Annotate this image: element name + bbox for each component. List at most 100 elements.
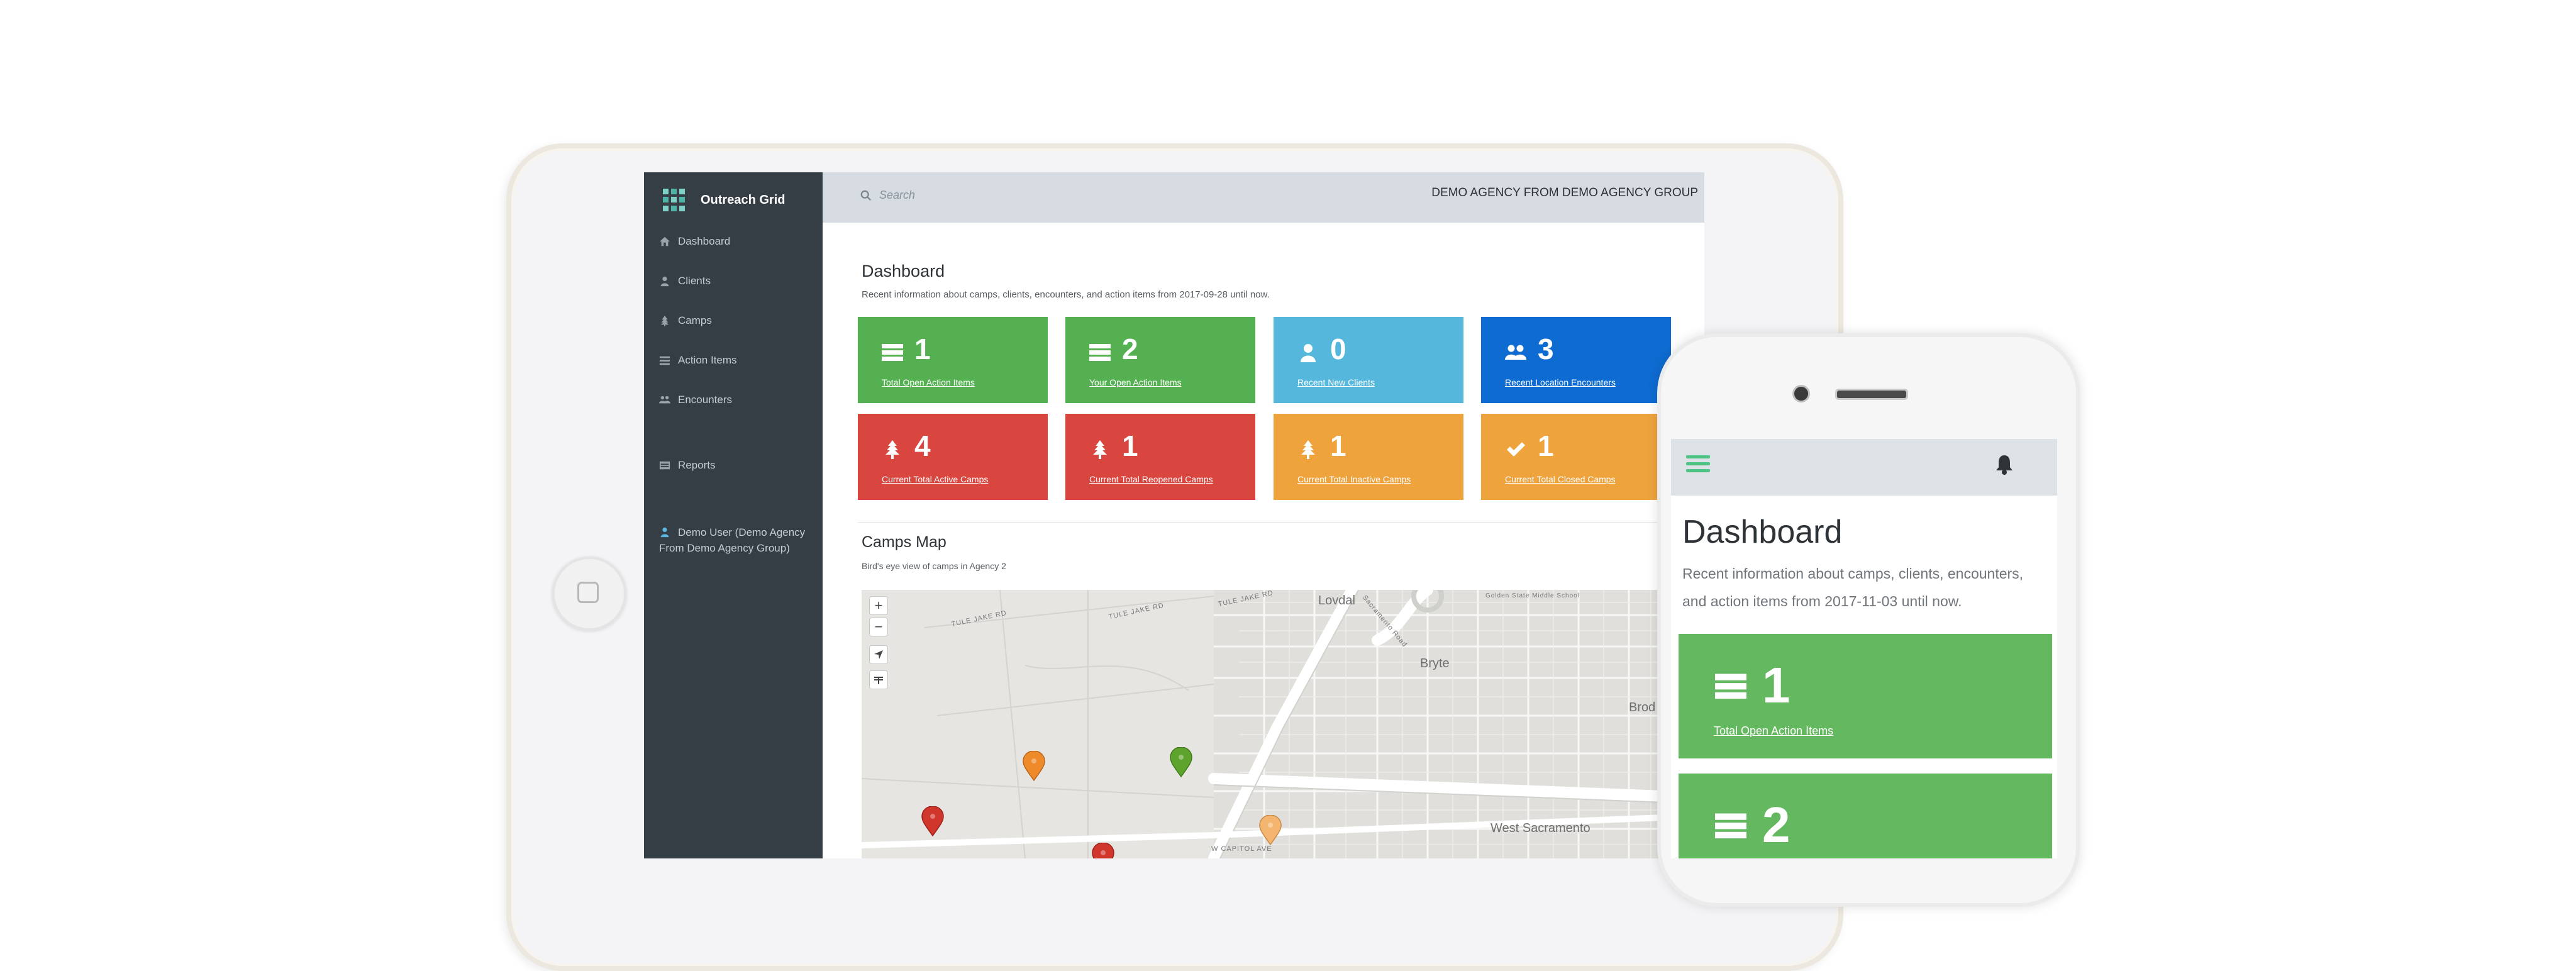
sidebar-item-label: Clients — [678, 275, 711, 287]
layers-button[interactable] — [869, 670, 888, 689]
camp-pin-icon[interactable] — [1023, 751, 1045, 781]
card-value: 0 — [1330, 333, 1346, 365]
tree-icon — [660, 315, 669, 326]
card-recent-new-clients: 0 Recent New Clients — [1274, 317, 1463, 403]
sidebar-item-label: Encounters — [678, 394, 732, 406]
phone-page-subtitle: Recent information about camps, clients,… — [1682, 565, 2024, 609]
card-current-total-reopened-camps: 1 Current Total Reopened Camps — [1065, 414, 1255, 500]
users-icon — [659, 396, 670, 404]
camp-pin-icon[interactable] — [921, 806, 944, 836]
user-icon — [1301, 344, 1316, 362]
card-link[interactable]: Current Total Inactive Camps — [1297, 474, 1411, 484]
page-title: Dashboard — [862, 262, 945, 280]
sidebar-item-camps[interactable]: Camps — [659, 314, 712, 327]
card-value: 2 — [1122, 333, 1138, 365]
bell-icon[interactable] — [1994, 454, 2014, 475]
map-subtitle: Bird's eye view of camps in Agency 2 — [862, 561, 1006, 571]
user-silhouette-icon — [660, 527, 669, 538]
sidebar-item-encounters[interactable]: Encounters — [659, 394, 732, 406]
brand[interactable]: Outreach Grid — [663, 187, 785, 213]
camps-map[interactable]: Lovdal Bryte Brod West Sacramento Golden… — [862, 590, 1696, 858]
agency-name[interactable]: DEMO AGENCY FROM DEMO AGENCY GROUP — [1431, 186, 1698, 199]
camp-pin-icon[interactable] — [1092, 843, 1114, 858]
phone-card-total-open-action-items: 1 Total Open Action Items — [1679, 634, 2052, 758]
search-placeholder: Search — [879, 189, 916, 201]
brand-name: Outreach Grid — [701, 192, 786, 207]
tree-icon — [886, 440, 899, 459]
search-input[interactable]: Search — [860, 189, 915, 202]
sidebar-item-label: Reports — [678, 459, 716, 471]
list-icon — [659, 356, 670, 365]
card-link[interactable]: Current Total Active Camps — [882, 474, 989, 484]
map-title: Camps Map — [862, 533, 947, 551]
phone-page-title: Dashboard — [1682, 514, 1843, 550]
tablet-home-button[interactable] — [552, 557, 626, 631]
check-icon — [1507, 442, 1525, 457]
sidebar-item-label: Action Items — [678, 354, 737, 366]
card-link[interactable]: Current Total Reopened Camps — [1089, 474, 1213, 484]
phone-screen: Dashboard Recent information about camps… — [1671, 439, 2057, 858]
card-link[interactable]: Your Open Action Items — [1089, 377, 1182, 387]
sidebar-item-action-items[interactable]: Action Items — [659, 354, 737, 367]
map-place-label: Bryte — [1420, 657, 1450, 670]
map-place-label: Brod — [1629, 701, 1656, 714]
card-value: 3 — [1538, 333, 1554, 365]
user-name: Demo User (Demo Agency From Demo Agency … — [659, 526, 806, 554]
camp-pin-icon[interactable] — [1259, 815, 1282, 845]
map-place-label: West Sacramento — [1491, 821, 1591, 835]
card-recent-location-encounters: 3 Recent Location Encounters — [1481, 317, 1671, 403]
search-icon — [860, 190, 871, 201]
sidebar-item-clients[interactable]: Clients — [659, 275, 711, 287]
server-icon — [882, 344, 903, 361]
card-value: 1 — [1330, 430, 1346, 462]
grid-logo-icon — [663, 189, 686, 211]
card-link[interactable]: Current Total Closed Camps — [1505, 474, 1616, 484]
locate-button[interactable] — [869, 645, 888, 664]
user-icon — [660, 276, 669, 287]
zoom-out-button[interactable]: − — [869, 618, 888, 636]
table-icon — [659, 461, 670, 470]
card-link[interactable]: Recent New Clients — [1297, 377, 1375, 387]
card-current-total-active-camps: 4 Current Total Active Camps — [858, 414, 1048, 500]
camp-pin-icon[interactable] — [1170, 747, 1192, 777]
map-basemap — [862, 590, 1696, 858]
sidebar-item-reports[interactable]: Reports — [659, 459, 716, 472]
card-value: 2 — [1762, 797, 1790, 853]
card-your-open-action-items: 2 Your Open Action Items — [1065, 317, 1255, 403]
card-link[interactable]: Recent Location Encounters — [1505, 377, 1616, 387]
sidebar-item-dashboard[interactable]: Dashboard — [659, 235, 730, 248]
card-value: 1 — [914, 333, 931, 365]
sidebar: Outreach Grid Dashboard Clients Camps Ac… — [644, 172, 823, 858]
hamburger-menu-icon[interactable] — [1686, 452, 1710, 477]
phone-card-your-open-action-items: 2 — [1679, 774, 2052, 858]
home-icon — [659, 236, 670, 247]
phone-speaker — [1835, 389, 1908, 400]
card-value: 1 — [1538, 430, 1554, 462]
card-link[interactable]: Total Open Action Items — [882, 377, 975, 387]
layers-icon — [874, 677, 883, 684]
phone-top-bar — [1671, 439, 2057, 496]
phone-camera — [1792, 385, 1810, 402]
tablet-screen: Outreach Grid Dashboard Clients Camps Ac… — [644, 172, 1704, 858]
card-current-total-inactive-camps: 1 Current Total Inactive Camps — [1274, 414, 1463, 500]
server-icon — [1089, 344, 1111, 361]
tree-icon — [1301, 440, 1315, 459]
sidebar-item-label: Dashboard — [678, 235, 731, 247]
location-arrow-icon — [874, 650, 883, 659]
card-current-total-closed-camps: 1 Current Total Closed Camps — [1481, 414, 1671, 500]
section-divider — [858, 522, 1688, 523]
card-value: 1 — [1122, 430, 1138, 462]
server-icon — [1715, 813, 1746, 839]
users-icon — [1505, 345, 1526, 360]
map-road-label: W CAPITOL AVE — [1211, 845, 1272, 853]
sidebar-item-label: Camps — [678, 314, 712, 326]
tree-icon — [1093, 440, 1107, 459]
zoom-in-button[interactable]: + — [869, 596, 888, 615]
top-bar: Search DEMO AGENCY FROM DEMO AGENCY GROU… — [823, 172, 1704, 223]
map-poi-label: Golden State Middle School — [1485, 592, 1580, 599]
map-place-label: Lovdal — [1318, 594, 1355, 608]
sidebar-user[interactable]: Demo User (Demo Agency From Demo Agency … — [659, 524, 816, 556]
page-subtitle: Recent information about camps, clients,… — [862, 289, 1270, 300]
card-value: 4 — [914, 430, 931, 462]
card-link[interactable]: Total Open Action Items — [1714, 724, 1834, 737]
